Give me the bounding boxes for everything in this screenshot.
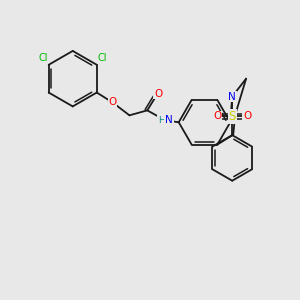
Text: H: H xyxy=(158,116,164,125)
Text: Cl: Cl xyxy=(38,53,47,63)
Text: O: O xyxy=(213,111,221,121)
Text: N: N xyxy=(228,92,236,101)
Text: O: O xyxy=(243,111,251,121)
Text: Cl: Cl xyxy=(98,53,107,63)
Text: O: O xyxy=(109,98,117,107)
Text: O: O xyxy=(154,88,162,98)
Text: N: N xyxy=(165,115,173,125)
Text: S: S xyxy=(229,110,236,123)
